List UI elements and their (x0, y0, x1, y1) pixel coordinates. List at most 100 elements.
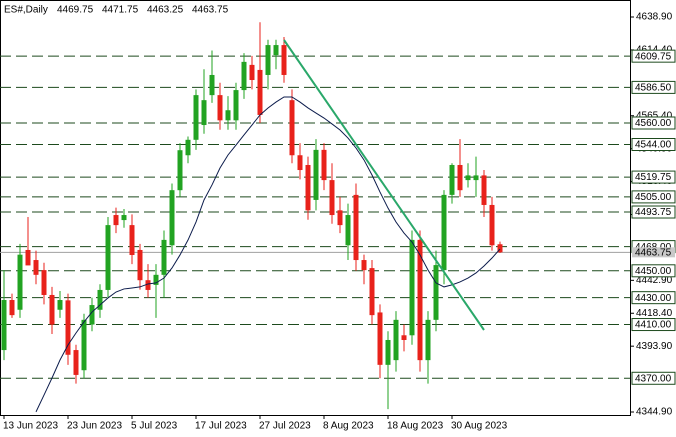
level-label: 4609.75 (635, 51, 672, 62)
level-label: 4468.00 (635, 242, 672, 253)
candle-body (473, 175, 479, 181)
candle-body (305, 164, 311, 211)
candle-body (489, 204, 495, 246)
candle-body (193, 95, 199, 140)
candle-body (377, 312, 383, 365)
candle-body (209, 74, 215, 96)
candle-body (393, 319, 399, 361)
candle-body (225, 110, 231, 121)
price-label: 4463.75 (635, 247, 672, 258)
level-label-box (631, 116, 676, 130)
level-label: 4493.75 (635, 207, 672, 218)
candle-body (113, 215, 119, 226)
candle-body (425, 319, 431, 361)
candle-body (369, 268, 375, 316)
candle-body (433, 265, 439, 320)
candle-body (17, 254, 23, 310)
y-tick-label: 4418.40 (636, 308, 673, 319)
header-low: 4463.25 (147, 5, 184, 16)
candle-body (169, 190, 175, 246)
candle-body (201, 100, 207, 126)
level-label-box (631, 170, 676, 184)
candle-body (313, 149, 319, 200)
candle-body (177, 150, 183, 191)
candle-body (33, 260, 39, 275)
candle-body (481, 175, 487, 205)
x-tick-label: 30 Aug 2023 (451, 421, 508, 432)
trend-line (283, 39, 485, 331)
candle-body (121, 215, 127, 221)
y-tick-label: 4565.40 (636, 110, 673, 121)
x-tick-label: 17 Jul 2023 (195, 421, 247, 432)
level-label: 4505.00 (635, 192, 672, 203)
candle-body (89, 305, 95, 325)
chart-title: ES#,Daily (4, 5, 48, 16)
header-open: 4469.75 (57, 5, 94, 16)
candle-body (329, 180, 335, 216)
candle-body (9, 300, 15, 316)
level-label: 4410.00 (635, 320, 672, 331)
candle-body (497, 244, 503, 253)
candle-body (281, 45, 287, 75)
candle-body (41, 270, 47, 295)
level-label: 4586.50 (635, 83, 672, 94)
y-tick-label: 4442.90 (636, 275, 673, 286)
candle-body (161, 239, 167, 275)
candle-body (273, 45, 279, 56)
y-tick-label: 4393.90 (636, 341, 673, 352)
header-close: 4463.75 (192, 5, 229, 16)
candle-body (129, 225, 135, 256)
candle-body (65, 300, 71, 355)
level-label: 4544.00 (635, 140, 672, 151)
candle-body (233, 90, 239, 121)
candle-body (57, 300, 63, 310)
candle-body (97, 289, 103, 310)
level-label-box (631, 371, 676, 385)
x-tick-label: 27 Jul 2023 (259, 421, 311, 432)
level-label-box (631, 318, 676, 332)
level-label: 4450.00 (635, 266, 672, 277)
candle-body (257, 69, 263, 115)
price-label-box (632, 247, 675, 258)
candle-body (465, 175, 471, 181)
level-label-box (631, 80, 676, 94)
y-tick-label: 4638.90 (636, 12, 673, 23)
level-label-box (631, 205, 676, 219)
level-label-box (631, 138, 676, 152)
candle-body (241, 61, 247, 91)
level-label: 4519.75 (635, 172, 672, 183)
candle-body (153, 274, 159, 285)
candle-body (449, 164, 455, 195)
candle-body (345, 215, 351, 246)
moving-average (35, 96, 501, 413)
candle-body (409, 239, 415, 336)
candle-body (81, 319, 87, 371)
candle-body (337, 210, 343, 226)
x-tick-label: 5 Jul 2023 (131, 421, 178, 432)
candle-body (265, 45, 271, 75)
y-tick-label: 4344.90 (636, 407, 673, 418)
candle-body (217, 95, 223, 121)
candle-body (441, 194, 447, 271)
candle-body (417, 239, 423, 361)
candle-body (1, 300, 7, 351)
candle-body (185, 139, 191, 156)
level-label: 4560.00 (635, 118, 672, 129)
candle-body (137, 249, 143, 281)
candle-body (73, 350, 79, 375)
level-label-box (631, 49, 676, 63)
candle-body (401, 335, 407, 340)
x-tick-label: 13 Jun 2023 (3, 421, 58, 432)
marks-layer (1, 22, 503, 413)
level-label-box (631, 190, 676, 204)
candle-body (457, 164, 463, 191)
level-label-box (631, 264, 676, 278)
header-high: 4471.75 (102, 5, 139, 16)
candle-body (49, 294, 55, 325)
level-label: 4370.00 (635, 373, 672, 384)
labels-layer: 4609.75 4586.50 4560.00 4544.00 4519.75 4505.… (631, 49, 676, 385)
candle-body (321, 149, 327, 181)
candle-body (25, 249, 31, 266)
